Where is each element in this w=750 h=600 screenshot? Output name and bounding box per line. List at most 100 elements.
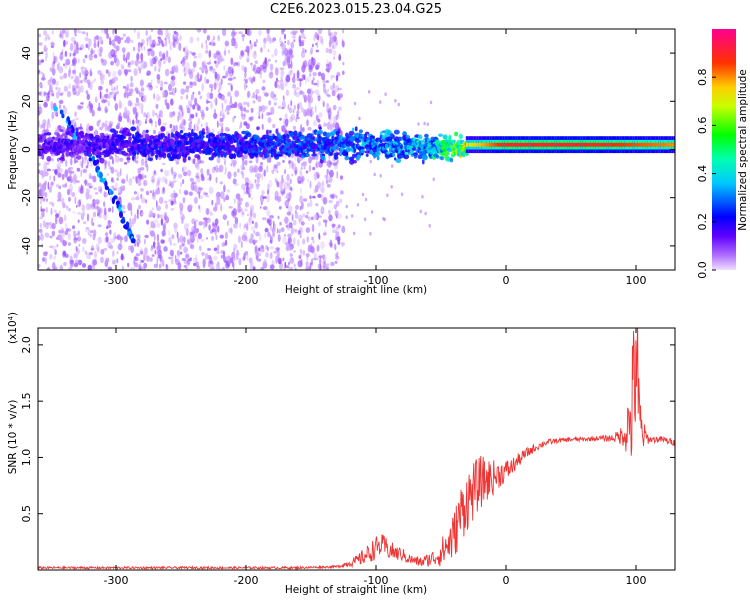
noise-speckle: [38, 162, 41, 167]
noise-speckle: [269, 63, 274, 71]
noise-speckle: [250, 233, 254, 240]
noise-speckle: [270, 252, 273, 259]
noise-speckle: [53, 55, 56, 65]
noise-speckle: [183, 68, 188, 76]
noise-speckle: [254, 60, 258, 65]
noise-speckle: [216, 261, 220, 267]
noise-speckle: [113, 76, 119, 82]
band-core: [504, 142, 508, 147]
noise-speckle: [84, 179, 87, 186]
noise-speckle: [73, 262, 79, 268]
noise-speckle: [277, 105, 282, 109]
noise-speckle: [313, 252, 317, 260]
noise-speckle: [112, 70, 117, 79]
noise-speckle: [46, 168, 51, 172]
noise-speckle: [206, 208, 209, 215]
noise-speckle: [244, 71, 247, 79]
band-mark: [454, 131, 459, 137]
band-mark: [46, 132, 52, 136]
noise-speckle: [103, 191, 108, 198]
noise-speckle: [77, 105, 82, 110]
noise-speckle: [111, 85, 113, 92]
band-core: [538, 142, 542, 147]
noise-speckle: [341, 40, 345, 48]
noise-speckle: [145, 199, 148, 204]
noise-speckle: [194, 221, 197, 230]
band-core: [528, 142, 531, 147]
noise-speckle: [243, 153, 248, 160]
noise-speckle: [285, 224, 289, 228]
noise-speckle: [59, 93, 63, 96]
noise-speckle: [99, 187, 103, 194]
noise-speckle: [208, 186, 214, 195]
noise-speckle: [426, 122, 429, 126]
noise-speckle: [286, 173, 290, 182]
band-core: [525, 142, 529, 147]
band-mark: [128, 132, 132, 137]
noise-speckle: [322, 219, 328, 223]
noise-speckle: [114, 258, 116, 266]
noise-speckle: [243, 82, 247, 91]
noise-speckle: [162, 122, 167, 126]
noise-speckle: [168, 35, 171, 44]
noise-speckle: [271, 38, 275, 43]
noise-speckle: [300, 187, 302, 195]
noise-speckle: [203, 29, 207, 34]
noise-speckle: [308, 156, 312, 164]
noise-speckle: [290, 61, 293, 70]
noise-speckle: [325, 63, 330, 68]
noise-speckle: [328, 214, 333, 222]
band-mark: [302, 146, 307, 150]
noise-speckle: [219, 191, 225, 200]
noise-speckle: [198, 186, 202, 195]
noise-speckle: [50, 43, 55, 46]
noise-speckle: [277, 234, 281, 242]
noise-speckle: [277, 79, 280, 83]
noise-speckle: [50, 207, 53, 216]
band-mark: [70, 133, 74, 138]
noise-speckle: [192, 60, 197, 68]
noise-speckle: [40, 233, 44, 241]
noise-speckle: [70, 170, 75, 174]
noise-speckle: [276, 170, 279, 174]
noise-speckle: [243, 78, 246, 82]
band-core: [624, 142, 627, 147]
noise-speckle: [213, 247, 218, 252]
noise-speckle: [227, 128, 230, 132]
noise-speckle: [189, 71, 194, 80]
noise-speckle: [199, 109, 205, 114]
noise-speckle: [224, 231, 228, 240]
noise-speckle: [305, 214, 309, 219]
noise-speckle: [165, 216, 170, 224]
band-core: [668, 142, 672, 147]
noise-speckle: [310, 156, 313, 161]
noise-speckle: [291, 35, 296, 39]
noise-speckle: [166, 102, 170, 110]
noise-speckle: [131, 197, 136, 201]
noise-speckle: [215, 234, 218, 241]
noise-speckle: [118, 192, 121, 196]
band-mark: [243, 136, 248, 140]
noise-speckle: [66, 207, 68, 211]
band-core: [595, 142, 599, 147]
noise-speckle: [105, 257, 110, 263]
noise-speckle: [104, 160, 107, 168]
noise-speckle: [245, 123, 250, 130]
band-mark: [319, 126, 322, 130]
noise-speckle: [198, 195, 204, 200]
noise-speckle: [189, 81, 193, 85]
noise-speckle: [339, 93, 344, 98]
noise-speckle: [176, 250, 181, 257]
noise-speckle: [251, 167, 257, 173]
noise-speckle: [121, 265, 124, 270]
noise-speckle: [133, 29, 136, 33]
noise-speckle: [44, 192, 48, 198]
noise-speckle: [181, 118, 186, 126]
noise-speckle: [195, 123, 199, 132]
noise-speckle: [97, 48, 102, 56]
noise-speckle: [101, 122, 106, 128]
noise-speckle: [311, 91, 315, 94]
noise-speckle: [299, 233, 302, 239]
noise-speckle: [321, 180, 325, 187]
